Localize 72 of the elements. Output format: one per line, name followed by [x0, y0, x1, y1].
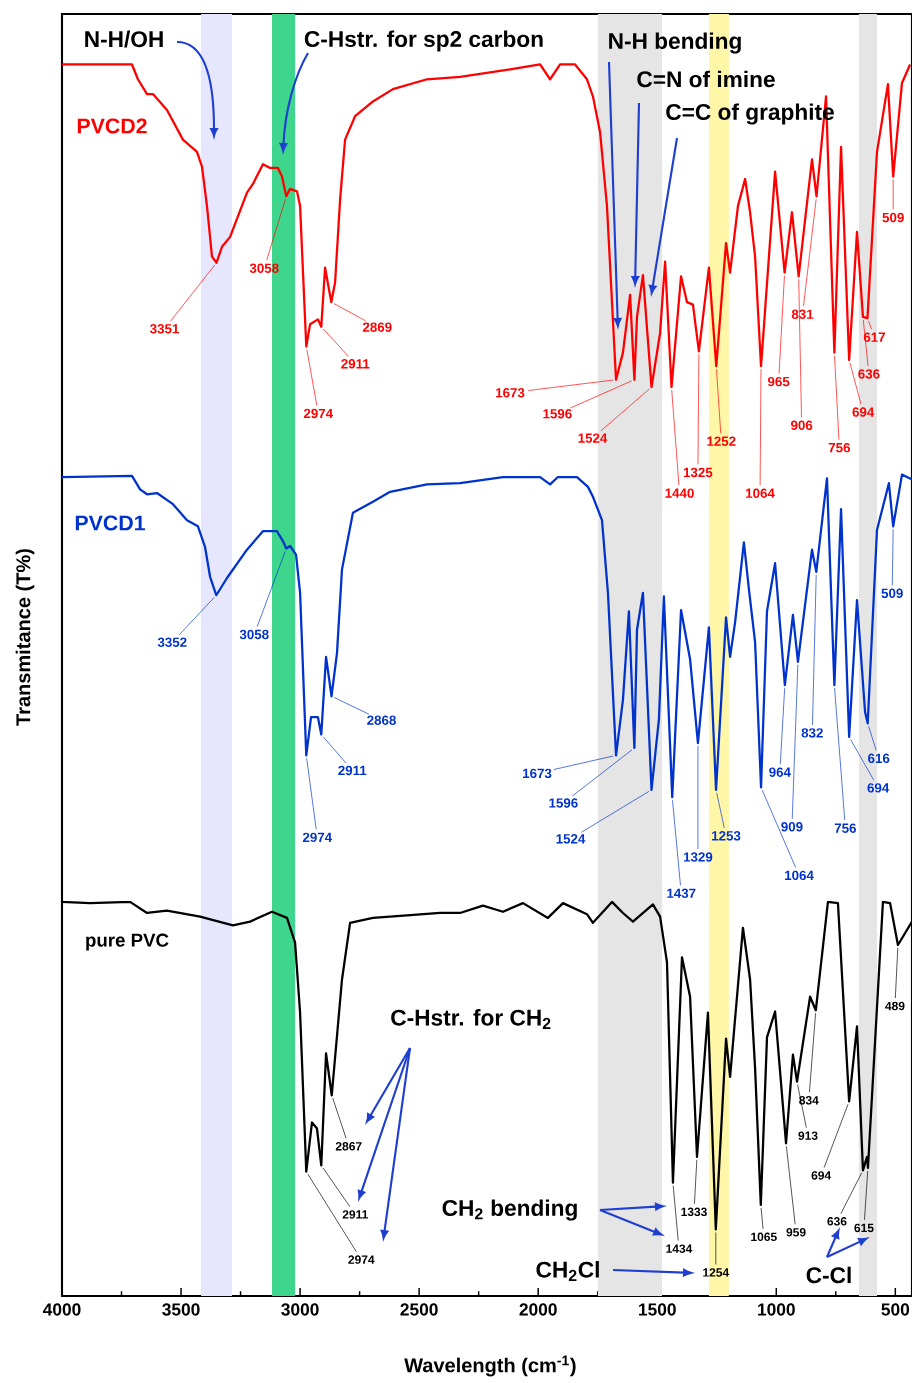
annotation: 1524	[578, 433, 608, 443]
annotation: C-Hstr. for CH$_{2}$	[391, 1009, 551, 1029]
x-tick-label: 2000	[519, 1303, 557, 1316]
annotation: 694	[867, 783, 890, 793]
annotation: 906	[791, 420, 813, 431]
annotation: 2974	[302, 832, 333, 843]
annotation: 756	[834, 823, 857, 833]
annotation: 1254	[703, 1268, 730, 1277]
series-label: PVCD1	[75, 515, 145, 531]
annotation: 1329	[683, 852, 713, 862]
x-axis-title: Wavelength (cm$^{-1}$)	[404, 1355, 576, 1377]
annotation: 1065	[751, 1232, 777, 1242]
series-label: pure PVC	[86, 933, 169, 951]
text: C-Hstr. for sp2 carbon	[304, 30, 543, 52]
annotation: 3351	[150, 324, 179, 334]
x-tick-label: 3000	[281, 1303, 319, 1316]
annotation: 509	[882, 212, 904, 223]
annotation: 756	[828, 442, 851, 453]
annotation: 617	[863, 332, 886, 342]
annotation: 636	[827, 1217, 847, 1226]
annotation: 965	[767, 376, 790, 387]
y-axis-title: Transmitance (T%)	[15, 549, 35, 726]
annotation: 2867	[335, 1142, 362, 1151]
annotation: 1673	[496, 388, 525, 398]
annotation: 636	[858, 369, 880, 379]
x-tick-label: 4000	[42, 1303, 81, 1316]
annotation: 1333	[681, 1207, 707, 1217]
annotation: 2911	[338, 765, 367, 776]
annotation: CH$_{2}$Cl	[536, 1261, 599, 1281]
annotation: 1253	[712, 831, 741, 841]
annotation: 1596	[543, 409, 572, 419]
annotation: 615	[854, 1223, 874, 1233]
annotation: 1325	[683, 467, 713, 478]
x-tick-label: 3500	[162, 1303, 200, 1316]
annotation: 1673	[523, 768, 552, 779]
annotation: 2974	[348, 1255, 375, 1264]
annotation: 1064	[746, 488, 775, 498]
annotation: 1524	[556, 834, 586, 844]
annotation: 913	[798, 1131, 818, 1140]
series-label: PVCD2	[77, 118, 147, 134]
annotation: C=N of imine	[637, 70, 775, 88]
annotation: 1064	[785, 870, 814, 881]
annotation: 909	[781, 822, 803, 832]
annotation: 1437	[667, 888, 696, 898]
annotation: 489	[885, 1001, 905, 1011]
annotation: 3058	[239, 629, 269, 640]
x-tick-label: 2500	[400, 1303, 438, 1316]
annotation: 2974	[303, 408, 334, 419]
annotation: 1440	[665, 488, 694, 498]
text: N-H bending	[609, 32, 741, 54]
x-tick-label: 500	[881, 1303, 910, 1316]
annotation: C-Cl	[806, 1266, 851, 1284]
annotation: 694	[811, 1171, 832, 1180]
annotation: 1434	[666, 1244, 693, 1253]
annotation: 2868	[367, 715, 396, 725]
annotation: 834	[799, 1096, 819, 1105]
x-tick-label: 1000	[758, 1303, 795, 1316]
text: N-H/OH	[85, 30, 163, 48]
annotation: 509	[881, 588, 903, 599]
annotation: 1252	[707, 436, 736, 446]
annotation: CH$_{2}$ bending	[442, 1199, 577, 1221]
annotation: 2911	[341, 359, 370, 369]
annotation: 2911	[342, 1210, 368, 1219]
annotation: 2869	[362, 322, 392, 332]
annotation: 832	[801, 728, 823, 738]
annotation: 959	[786, 1228, 806, 1237]
annotation: 616	[868, 753, 890, 764]
annotation: 964	[769, 767, 791, 777]
annotation: 1596	[549, 798, 578, 808]
annotation: 3352	[157, 637, 187, 647]
annotation: 694	[852, 407, 875, 417]
x-tick-label: 1500	[639, 1303, 676, 1316]
